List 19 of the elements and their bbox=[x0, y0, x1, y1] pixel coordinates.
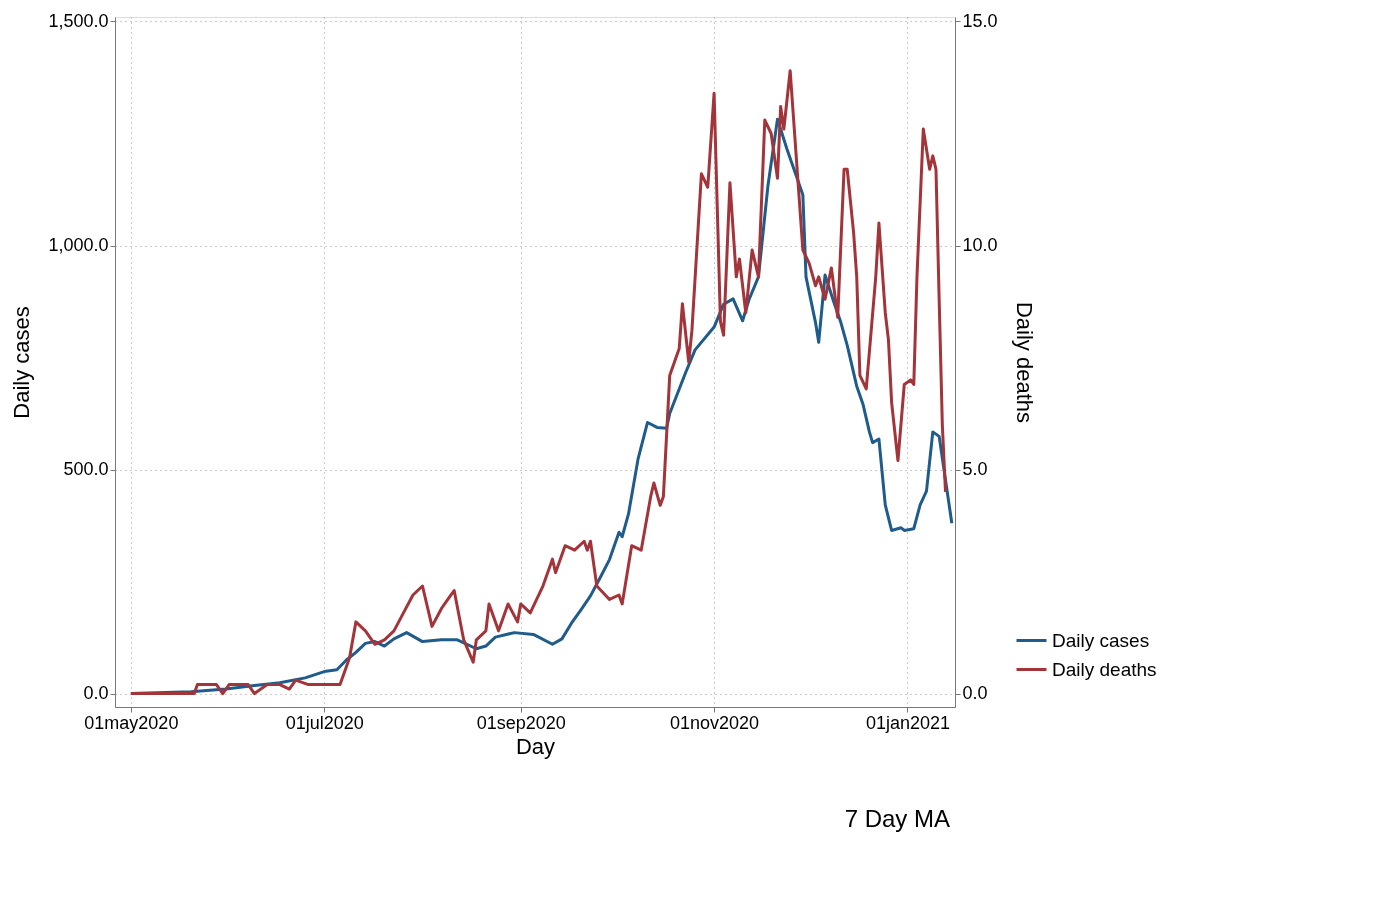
y-tick-label: 0.0 bbox=[83, 683, 109, 704]
x-tick-label: 01jul2020 bbox=[285, 712, 364, 733]
y-tick-label: 1,500.0 bbox=[48, 10, 109, 31]
x-tick-label: 01may2020 bbox=[84, 712, 179, 733]
y-tick-label: 1,000.0 bbox=[48, 235, 109, 256]
legend-label: Daily deaths bbox=[1052, 658, 1157, 680]
text: 7 Day MA bbox=[844, 805, 950, 832]
y2-tick-label: 5.0 bbox=[962, 459, 988, 480]
y2-axis-title: Daily deaths bbox=[1011, 301, 1037, 424]
x-tick-label: 01nov2020 bbox=[670, 712, 760, 733]
y2-tick-label: 0.0 bbox=[962, 683, 988, 704]
x-axis-title: Day bbox=[515, 733, 556, 759]
y2-tick-label: 15.0 bbox=[962, 10, 998, 31]
x-tick-label: 01sep2020 bbox=[476, 712, 566, 733]
x-tick-label: 01jan2021 bbox=[865, 712, 950, 733]
y-tick-label: 500.0 bbox=[63, 459, 109, 480]
y-axis-title: Daily cases bbox=[9, 306, 35, 419]
y2-tick-label: 10.0 bbox=[962, 235, 998, 256]
legend-label: Daily cases bbox=[1052, 629, 1150, 651]
